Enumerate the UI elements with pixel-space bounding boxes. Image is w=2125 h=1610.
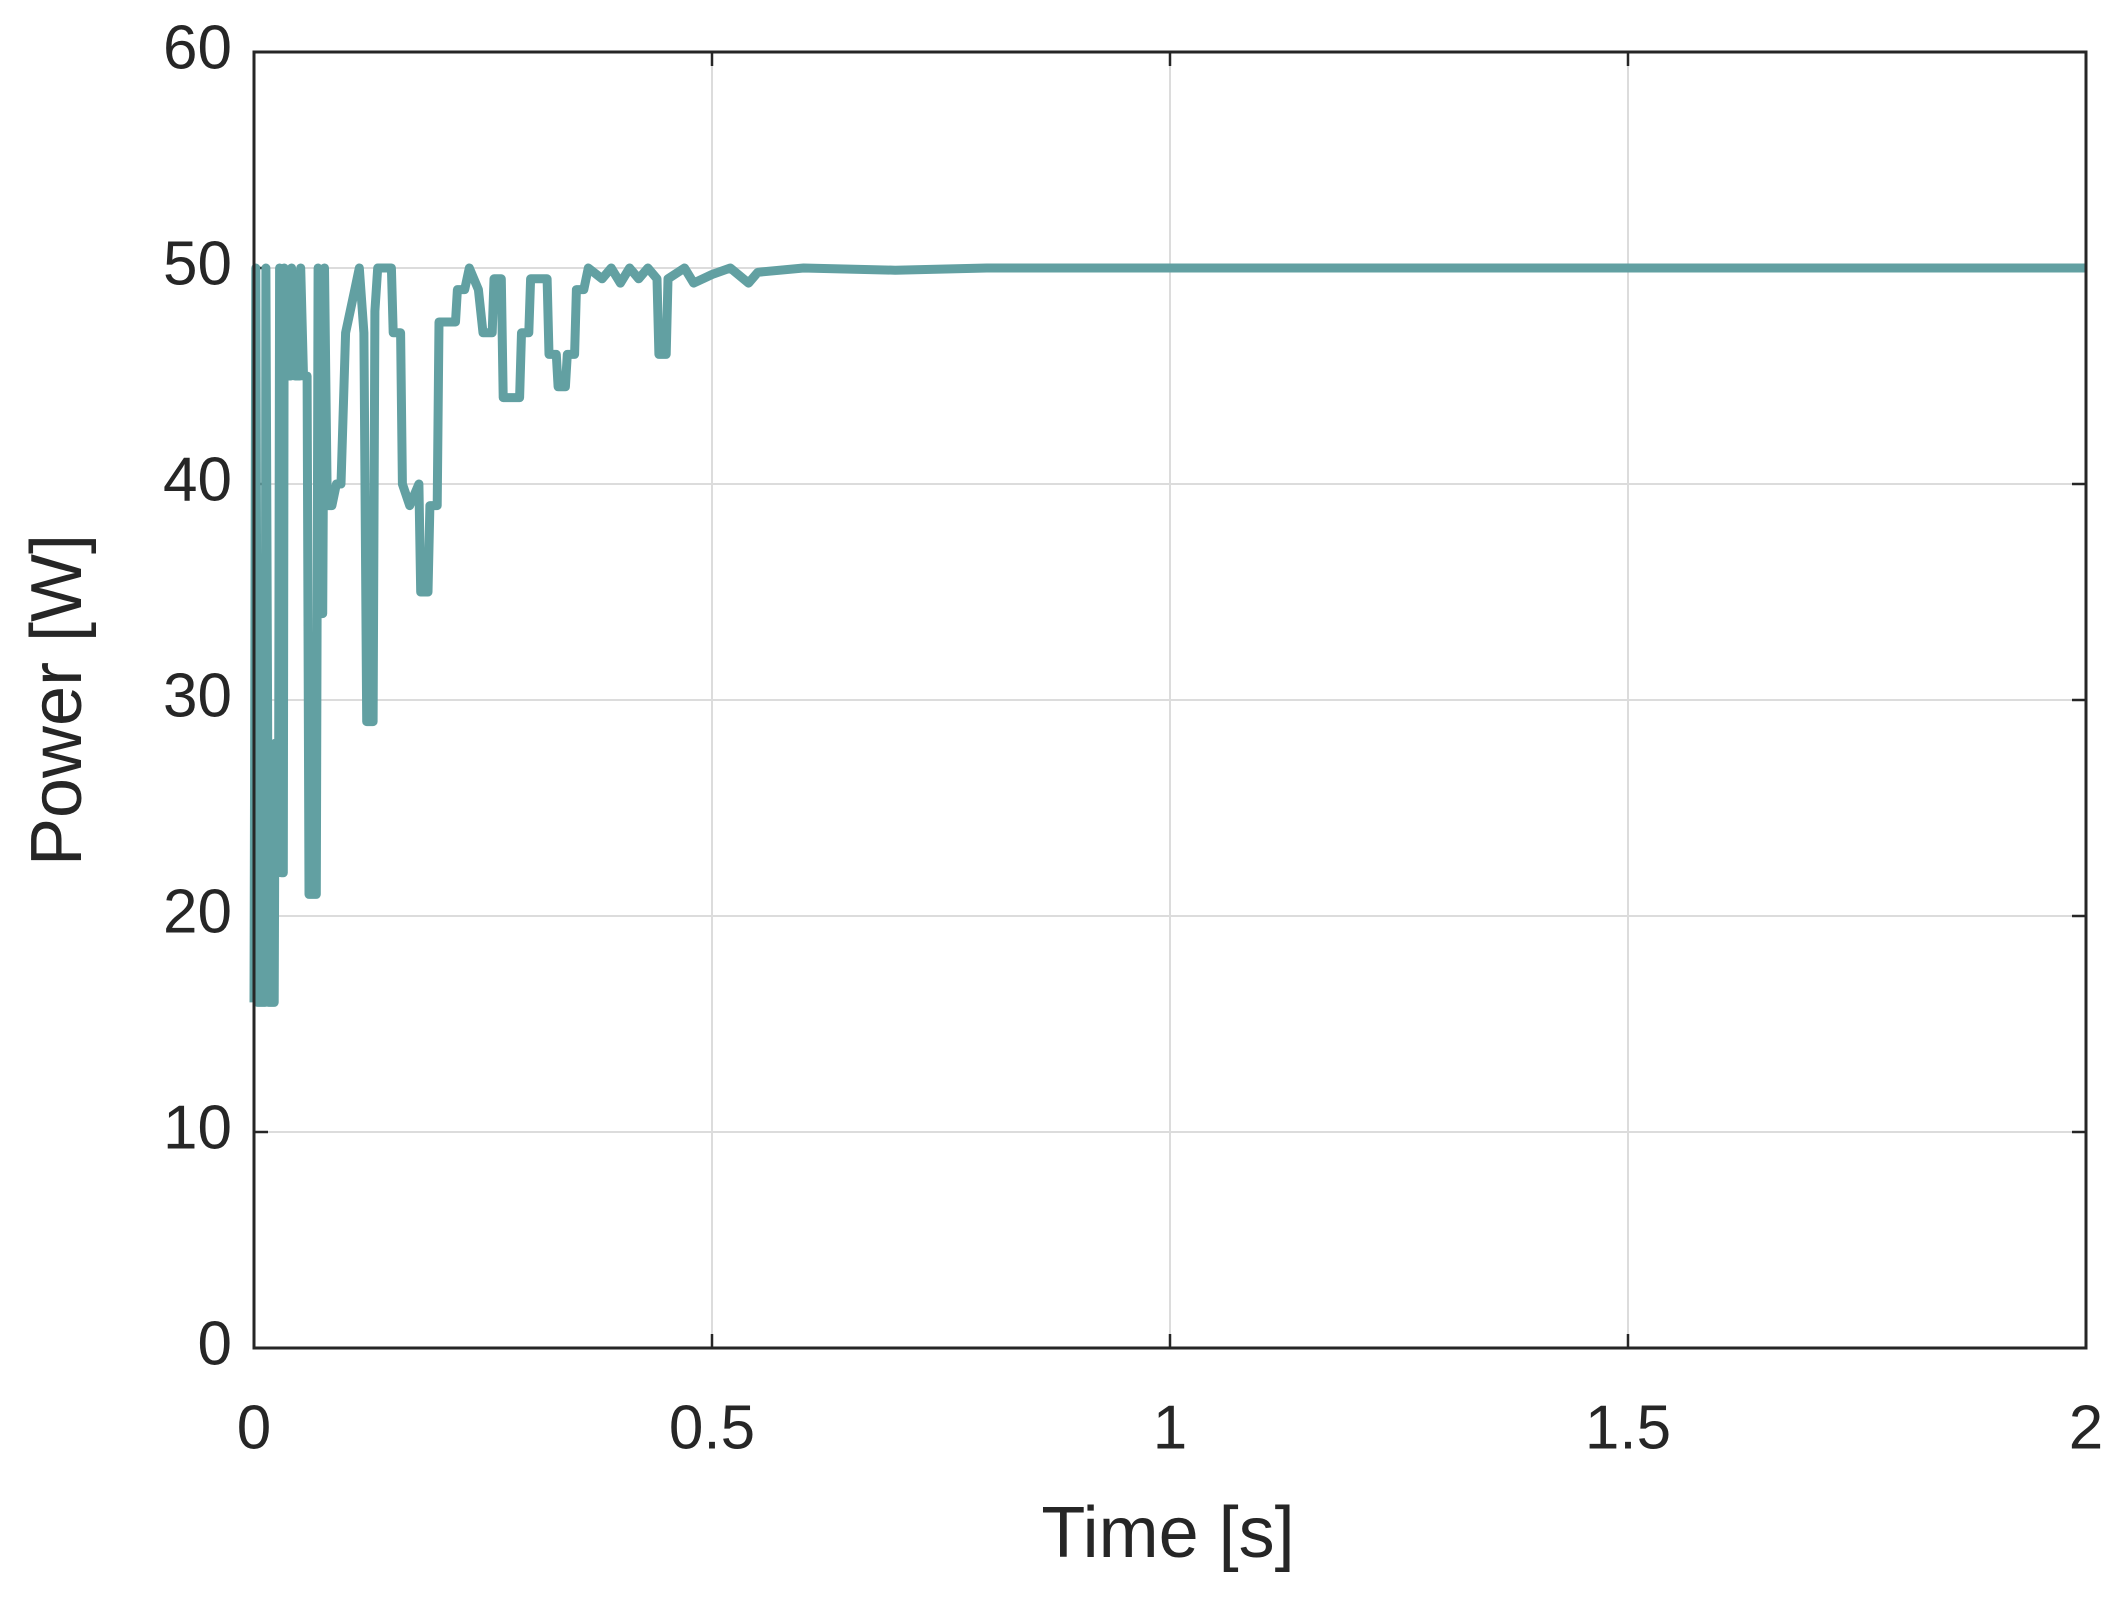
y-tick-label: 40 [163, 445, 232, 514]
x-tick-label: 0 [237, 1393, 271, 1462]
y-tick-label: 50 [163, 229, 232, 298]
y-tick-label: 20 [163, 877, 232, 946]
x-tick-label: 1.5 [1585, 1393, 1671, 1462]
y-axis-label: Power [W] [17, 534, 97, 866]
data-line [249, 263, 2086, 1007]
x-tick-label: 2 [2069, 1393, 2103, 1462]
x-tick-label: 0.5 [669, 1393, 755, 1462]
y-tick-label: 30 [163, 661, 232, 730]
y-tick-label: 60 [163, 13, 232, 82]
y-tick-label: 10 [163, 1093, 232, 1162]
x-axis-label: Time [s] [1041, 1493, 1294, 1573]
x-tick-label: 1 [1153, 1393, 1187, 1462]
plot-frame [252, 50, 2088, 1350]
y-tick-label: 0 [198, 1309, 232, 1378]
